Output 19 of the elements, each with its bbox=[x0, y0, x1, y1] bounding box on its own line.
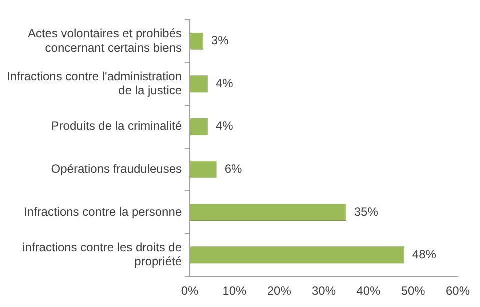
x-tick-label: 60% bbox=[446, 284, 470, 298]
x-tick-label: 10% bbox=[222, 284, 248, 298]
data-label: 48% bbox=[412, 248, 437, 262]
x-tick-label: 0% bbox=[181, 284, 200, 298]
y-tick-label: Infractions contre la personne bbox=[24, 204, 182, 219]
data-label: 3% bbox=[211, 34, 230, 48]
data-label: 4% bbox=[216, 119, 234, 134]
x-tick-label: 50% bbox=[401, 284, 426, 298]
y-tick-label: Infractions contre l'administration de la justice bbox=[6, 69, 182, 98]
data-label: 6% bbox=[224, 162, 243, 176]
x-tick-label: 20% bbox=[267, 284, 292, 298]
x-tick-label: 40% bbox=[356, 284, 382, 298]
x-tick-label: 30% bbox=[312, 284, 336, 298]
data-label: 4% bbox=[216, 76, 234, 90]
y-tick-label: Actes volontaires et prohibés concernant certains biens bbox=[28, 26, 182, 55]
data-label: 35% bbox=[354, 204, 379, 219]
y-tick-label: Opérations frauduleuses bbox=[51, 162, 182, 176]
y-tick-label: Produits de la criminalité bbox=[51, 119, 182, 134]
y-tick-label: infractions contre les droits de propriété bbox=[22, 240, 182, 269]
